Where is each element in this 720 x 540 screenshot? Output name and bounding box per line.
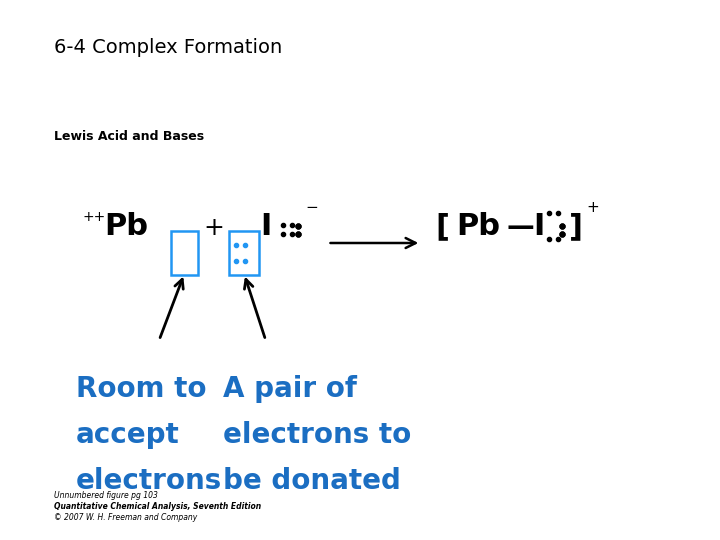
- Text: ]: ]: [569, 212, 582, 241]
- Text: Unnumbered figure pg 103: Unnumbered figure pg 103: [54, 491, 158, 501]
- Text: A pair of: A pair of: [223, 375, 357, 403]
- Text: Lewis Acid and Bases: Lewis Acid and Bases: [54, 130, 204, 143]
- Text: © 2007 W. H. Freeman and Company: © 2007 W. H. Freeman and Company: [54, 513, 197, 522]
- Text: I: I: [534, 212, 545, 241]
- Bar: [171, 231, 198, 275]
- Text: Quantitative Chemical Analysis, Seventh Edition: Quantitative Chemical Analysis, Seventh …: [54, 502, 261, 511]
- Text: +: +: [204, 216, 225, 240]
- Text: Room to: Room to: [76, 375, 206, 403]
- Text: 6-4 Complex Formation: 6-4 Complex Formation: [54, 38, 282, 57]
- Text: electrons: electrons: [76, 467, 222, 495]
- Text: Pb: Pb: [456, 212, 500, 241]
- Text: accept: accept: [76, 421, 179, 449]
- Text: —: —: [506, 213, 534, 241]
- Bar: [229, 231, 259, 275]
- Text: ++: ++: [83, 211, 106, 225]
- Text: −: −: [305, 200, 318, 215]
- Text: electrons to: electrons to: [223, 421, 411, 449]
- Text: +: +: [587, 200, 600, 215]
- Text: [: [: [436, 212, 449, 241]
- Text: be donated: be donated: [223, 467, 401, 495]
- Text: Pb: Pb: [104, 212, 148, 241]
- Text: I: I: [260, 212, 271, 241]
